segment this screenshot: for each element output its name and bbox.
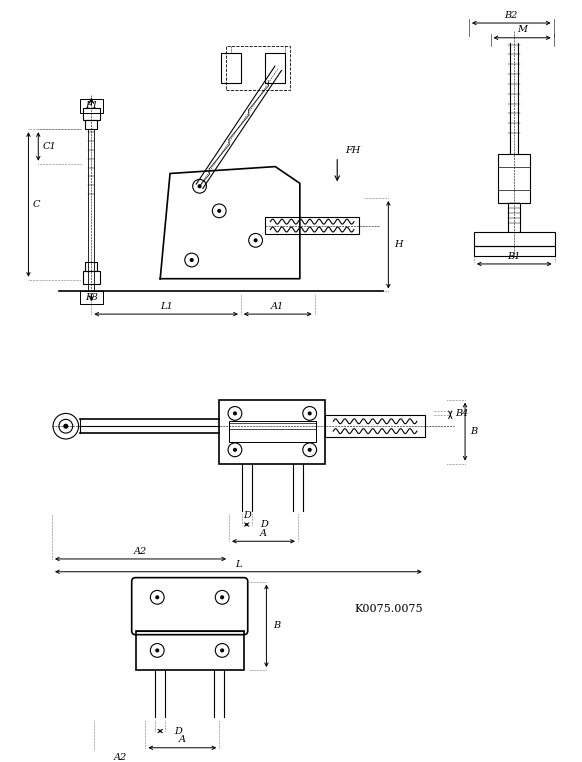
Bar [86,120,97,130]
Text: C1: C1 [42,142,56,151]
Text: B2: B2 [505,11,518,20]
Bar [499,154,530,203]
Text: A: A [260,529,267,538]
Bar [474,246,555,256]
Circle shape [218,210,221,213]
Bar [80,99,103,113]
Circle shape [254,239,257,242]
Bar [136,631,244,670]
Bar [83,107,100,120]
Text: B4: B4 [455,409,469,418]
Text: FH: FH [345,146,360,155]
Text: K0075.0075: K0075.0075 [354,604,423,614]
Circle shape [190,258,193,261]
Text: A: A [179,735,186,744]
Circle shape [221,596,223,599]
Bar [86,262,97,271]
FancyBboxPatch shape [132,578,248,635]
Text: H: H [394,240,403,249]
Text: B: B [274,621,281,630]
Text: D: D [243,511,251,520]
Bar [226,46,290,90]
Circle shape [308,448,311,451]
Bar [325,415,425,437]
Text: A2: A2 [134,546,147,555]
Circle shape [64,424,68,428]
Text: D: D [174,726,182,735]
Text: A1: A1 [271,302,285,311]
Text: F3: F3 [85,293,98,302]
Circle shape [156,649,159,652]
Bar [219,399,325,463]
Text: M: M [517,25,527,34]
Text: D: D [261,520,268,529]
Text: L: L [235,560,242,569]
Text: F1: F1 [85,101,98,110]
Bar [83,271,100,283]
Bar [265,53,285,83]
Bar [229,421,315,442]
Text: C: C [33,200,40,209]
Text: L1: L1 [159,302,172,311]
Circle shape [308,412,311,415]
Bar [80,290,103,304]
Polygon shape [160,167,300,279]
Bar [221,53,241,83]
Text: B: B [470,427,477,436]
Circle shape [198,185,201,187]
Bar [265,216,359,235]
Circle shape [233,448,236,451]
Text: A2: A2 [113,753,126,762]
Circle shape [221,649,223,652]
Bar [474,232,555,246]
Text: B1: B1 [508,251,521,261]
Circle shape [233,412,236,415]
Circle shape [156,596,159,599]
